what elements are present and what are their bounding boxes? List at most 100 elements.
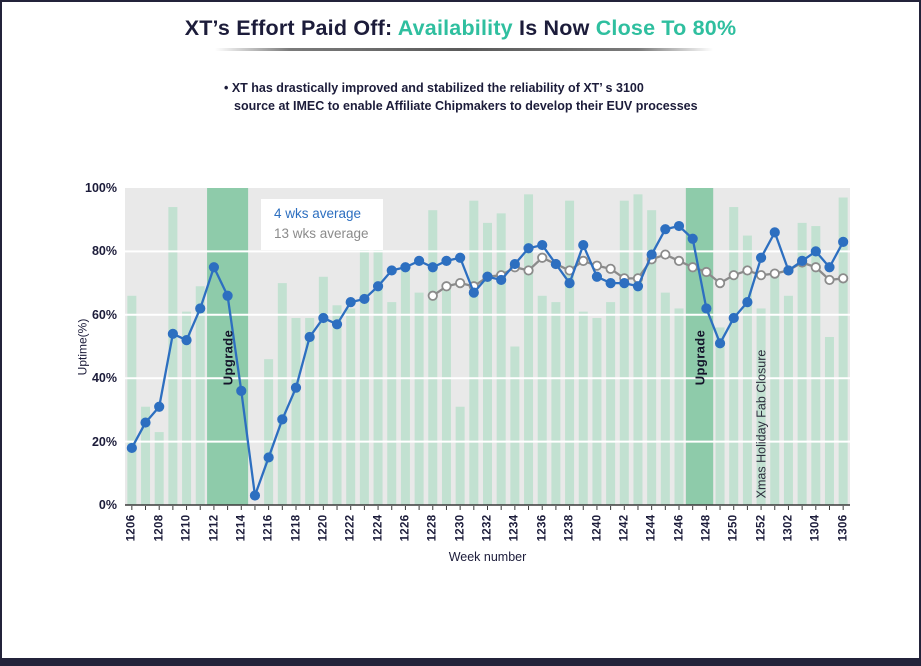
uptime-bar — [141, 406, 151, 505]
avg4-marker — [386, 265, 397, 276]
x-tick-label-text: 1230 — [454, 514, 467, 542]
avg13-marker — [427, 290, 438, 301]
uptime-bar — [359, 235, 369, 506]
avg4-marker — [673, 220, 685, 232]
x-tick-label-text: 1246 — [673, 514, 686, 542]
upgrade-band — [207, 188, 249, 505]
avg4-marker — [345, 297, 356, 308]
xmas-closure-annotation-text: Xmas Holiday Fab Closure — [754, 349, 769, 499]
avg4-marker — [277, 414, 288, 425]
x-tick-label-text: 1228 — [426, 514, 439, 542]
uptime-bar — [729, 207, 739, 505]
page-title-part: Is Now — [512, 16, 596, 40]
legend-item-13wks: 13 wks average — [274, 225, 369, 241]
uptime-bar — [318, 276, 328, 505]
uptime-bar — [674, 308, 684, 505]
x-tick-label-text: 1206 — [125, 514, 138, 542]
avg13-marker — [701, 266, 712, 278]
uptime-bar — [332, 305, 342, 505]
avg4-marker — [728, 312, 739, 324]
avg4-marker — [646, 249, 657, 260]
avg4-marker — [605, 278, 616, 289]
uptime-bar — [455, 406, 465, 505]
x-tick-label-text: 1232 — [481, 514, 494, 542]
avg4-marker — [181, 335, 192, 346]
avg13-marker — [810, 262, 821, 273]
avg13-marker — [728, 270, 739, 281]
uptime-bar — [742, 235, 752, 506]
uptime-bar — [592, 317, 602, 505]
x-tick-label-text: 1242 — [618, 514, 631, 542]
x-tick-label-text: 1250 — [727, 514, 740, 542]
avg4-marker — [496, 274, 507, 286]
uptime-bar — [373, 232, 383, 505]
avg4-marker — [208, 262, 220, 273]
avg4-marker — [331, 319, 343, 330]
x-tick-label-text: 1212 — [207, 514, 220, 542]
uptime-bar — [414, 292, 424, 505]
bullet-text: • XT has drastically improved and stabil… — [224, 80, 698, 115]
x-tick-label-text: 1218 — [289, 514, 302, 542]
avg13-marker — [537, 252, 548, 263]
avg4-marker — [249, 490, 261, 501]
x-tick-label-text: 1210 — [180, 514, 193, 542]
avg4-marker — [523, 243, 534, 254]
y-tick-label: 20% — [91, 434, 117, 449]
uptime-bar — [715, 327, 725, 505]
avg13-marker — [455, 278, 466, 289]
x-tick-label-text: 1216 — [262, 514, 275, 542]
avg13-marker — [523, 265, 534, 276]
x-tick-label-text: 1224 — [372, 514, 385, 542]
avg4-marker — [537, 239, 548, 251]
bullet-line: source at IMEC to enable Affiliate Chipm… — [234, 98, 698, 113]
avg4-marker — [359, 293, 370, 305]
page-title-part: Close To 80% — [595, 16, 737, 40]
uptime-bar — [647, 210, 657, 505]
y-tick-label: 100% — [85, 181, 117, 195]
legend-item-4wks: 4 wks average — [274, 206, 362, 221]
avg4-marker — [701, 303, 712, 314]
avg13-marker — [838, 273, 849, 284]
avg4-marker — [619, 278, 630, 289]
avg4-marker — [140, 417, 151, 428]
uptime-bar — [510, 346, 520, 505]
uptime-bar — [770, 270, 780, 505]
x-tick-label-text: 1238 — [563, 514, 576, 542]
y-tick-label: 40% — [91, 371, 117, 386]
x-tick-label-text: 1222 — [344, 514, 357, 542]
uptime-bar — [565, 200, 575, 505]
uptime-bar — [619, 200, 629, 505]
uptime-bar — [660, 292, 670, 505]
x-tick-label-text: 1208 — [153, 514, 166, 542]
uptime-bar — [428, 210, 438, 505]
uptime-bar — [797, 222, 807, 505]
uptime-bar — [783, 295, 793, 505]
avg4-marker — [372, 281, 384, 292]
avg13-marker — [742, 265, 753, 276]
chart-plot-area: 4 wks average 13 wks average — [125, 188, 850, 510]
avg4-marker — [714, 338, 726, 349]
uptime-chart-svg — [125, 188, 850, 510]
avg4-marker — [509, 258, 520, 270]
upgrade-band-label-text: Upgrade — [220, 329, 236, 385]
uptime-bar — [441, 289, 451, 505]
avg4-marker — [660, 224, 671, 235]
uptime-bar — [346, 308, 356, 505]
avg4-marker — [550, 258, 561, 270]
avg4-marker — [482, 271, 493, 282]
avg4-marker — [755, 252, 767, 263]
avg4-marker — [290, 382, 302, 393]
x-tick-label-text: 1226 — [399, 514, 412, 542]
avg13-marker — [660, 249, 671, 260]
y-tick-label: 0% — [98, 498, 117, 512]
avg4-marker — [783, 265, 794, 276]
x-tick-label-text: 1214 — [235, 514, 248, 542]
x-tick-label-text: 1236 — [536, 514, 549, 542]
x-tick-label-text: 1248 — [700, 514, 713, 542]
x-tick-label-text: 1240 — [590, 514, 603, 542]
avg4-marker — [742, 297, 753, 308]
avg4-marker — [578, 239, 589, 251]
avg4-marker — [304, 331, 315, 343]
avg4-marker — [400, 262, 411, 273]
